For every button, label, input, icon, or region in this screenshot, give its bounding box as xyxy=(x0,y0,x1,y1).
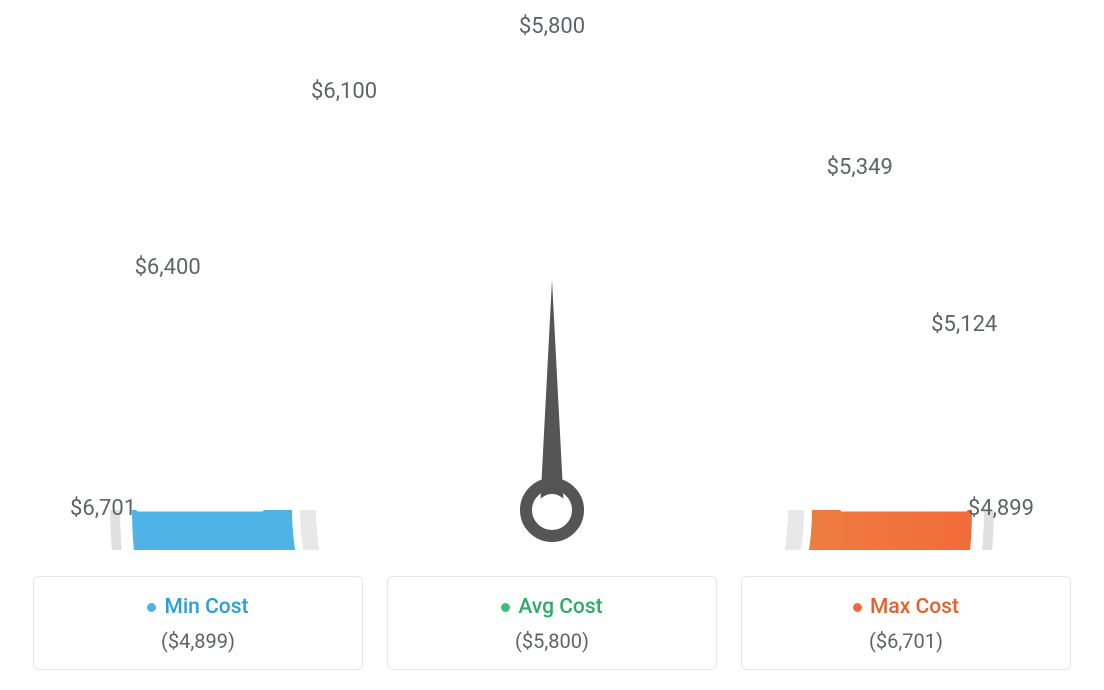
legend-dot-max xyxy=(853,603,862,612)
legend-card-min: Min Cost ($4,899) xyxy=(33,576,363,670)
legend-title-avg: Avg Cost xyxy=(518,595,602,619)
gauge-tick-label: $5,124 xyxy=(927,312,997,337)
legend-dot-min xyxy=(147,603,156,612)
legend-card-max: Max Cost ($6,701) xyxy=(741,576,1071,670)
legend-row: Min Cost ($4,899) Avg Cost ($5,800) Max … xyxy=(0,576,1104,670)
gauge-tick-label: $5,800 xyxy=(512,14,592,39)
gauge-svg xyxy=(52,20,1052,550)
legend-title-max: Max Cost xyxy=(870,595,959,619)
gauge-area: $4,899 $5,124 $5,349 $5,800 $6,100 $6,400 $6,7… xyxy=(0,0,1104,560)
gauge-tick-label: $6,701 xyxy=(70,496,136,521)
legend-title-min: Min Cost xyxy=(164,595,248,619)
gauge-tick-label: $4,899 xyxy=(964,496,1034,521)
gauge-tick-label: $6,100 xyxy=(311,79,377,104)
cost-gauge-chart: $4,899 $5,124 $5,349 $5,800 $6,100 $6,400 $6,7… xyxy=(0,0,1104,690)
legend-dot-avg xyxy=(501,603,510,612)
legend-value-avg: ($5,800) xyxy=(388,629,716,653)
legend-card-avg: Avg Cost ($5,800) xyxy=(387,576,717,670)
gauge-tick-label: $6,400 xyxy=(135,255,201,280)
legend-value-min: ($4,899) xyxy=(34,629,362,653)
legend-value-max: ($6,701) xyxy=(742,629,1070,653)
gauge-tick-label: $5,349 xyxy=(823,155,893,180)
